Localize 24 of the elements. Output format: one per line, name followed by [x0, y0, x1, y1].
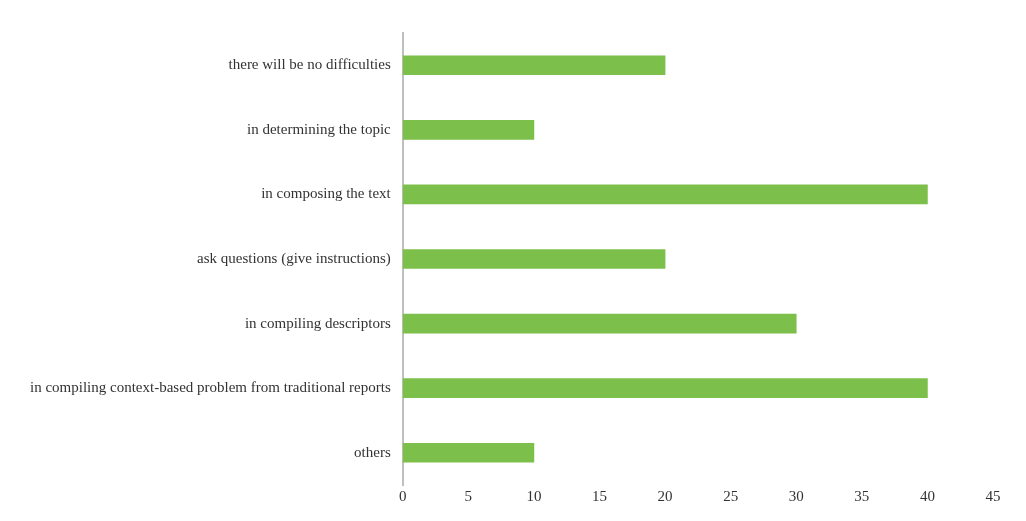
x-tick-label: 25 — [723, 487, 739, 504]
y-tick-label: in determining the topic — [247, 120, 392, 137]
y-tick-label: in compiling context-based problem from traditional reports — [29, 379, 391, 396]
x-tick-label: 35 — [854, 487, 870, 504]
y-tick-label: others — [354, 443, 391, 460]
x-tick-label: 45 — [985, 487, 1001, 504]
bar — [402, 55, 666, 76]
bar — [402, 249, 666, 269]
x-tick-label: 40 — [919, 487, 935, 504]
x-tick-label: 0 — [398, 487, 407, 504]
y-tick-label: there will be no difficulties — [228, 56, 391, 73]
x-tick-label: 20 — [657, 487, 673, 504]
x-tick-label: 30 — [788, 487, 804, 504]
bar — [402, 442, 535, 463]
x-tick-label: 15 — [591, 487, 607, 504]
y-tick-label: ask questions (give instructions) — [197, 249, 391, 267]
y-tick-label: in composing the text — [261, 185, 392, 202]
bar — [402, 184, 928, 205]
x-tick-label: 5 — [464, 487, 473, 504]
y-tick-label: in compiling descriptors — [244, 314, 391, 331]
bar — [402, 313, 797, 334]
bar — [402, 120, 535, 140]
x-tick-label: 10 — [526, 487, 542, 504]
bar — [402, 378, 928, 398]
